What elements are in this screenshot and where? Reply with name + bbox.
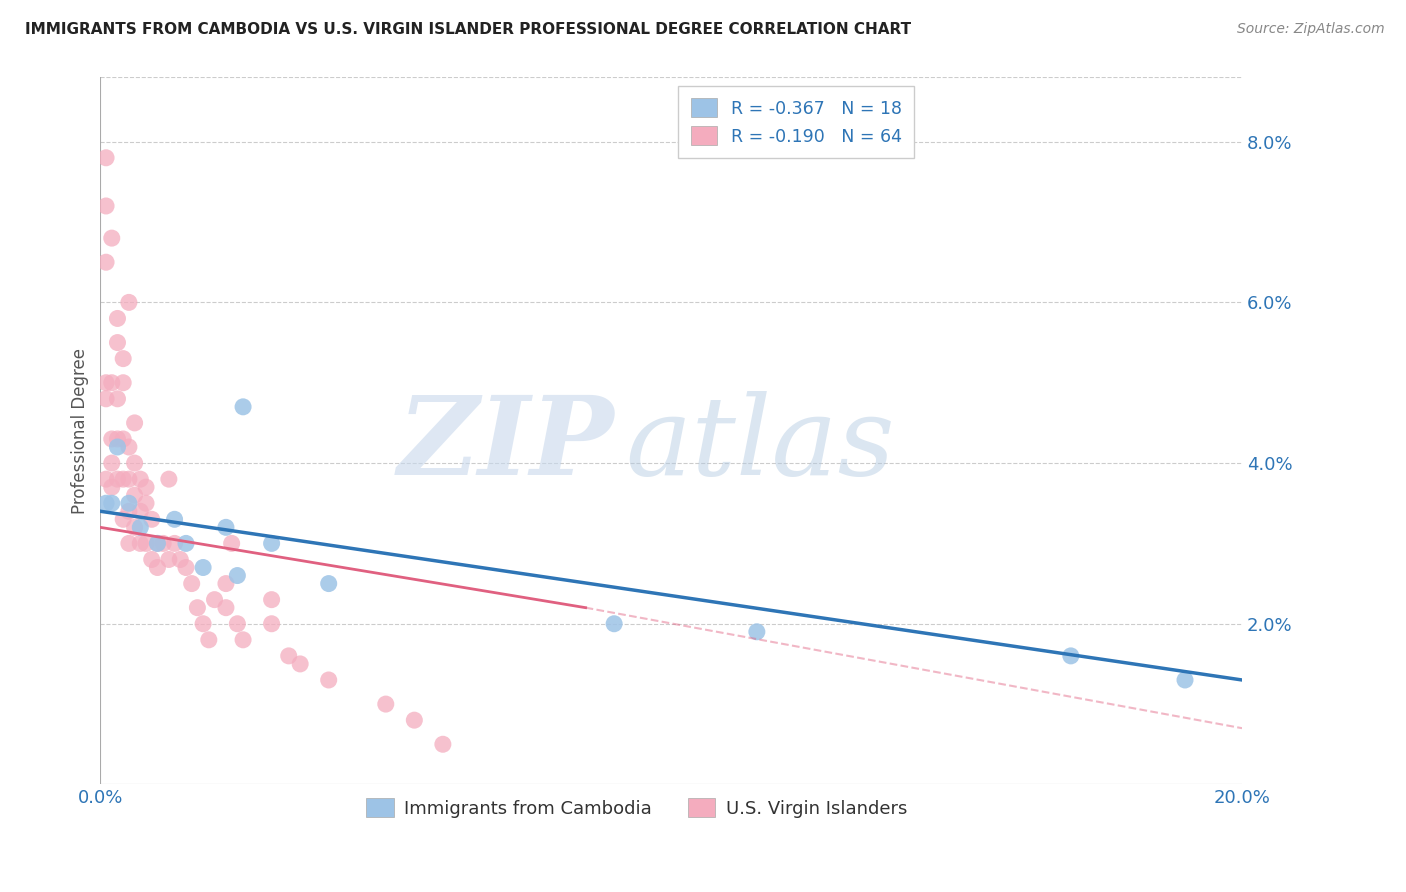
Point [186,600,208,615]
Point [232,400,254,414]
Point [318,673,340,687]
Point [94,376,117,390]
Point [107,311,129,326]
Point [163,512,186,526]
Point [318,576,340,591]
Point [152,536,174,550]
Point [157,472,180,486]
Point [129,504,152,518]
Point [100,376,122,390]
Point [260,616,283,631]
Point [174,536,197,550]
Point [232,632,254,647]
Point [198,632,221,647]
Point [94,199,117,213]
Point [100,480,122,494]
Point [146,536,169,550]
Point [100,496,122,510]
Point [141,512,163,526]
Point [124,416,146,430]
Point [215,520,238,534]
Point [107,472,129,486]
Point [100,456,122,470]
Point [94,255,117,269]
Point [112,432,135,446]
Point [124,488,146,502]
Point [124,520,146,534]
Point [288,657,311,671]
Point [163,536,186,550]
Point [118,536,141,550]
Point [169,552,191,566]
Point [112,472,135,486]
Point [215,576,238,591]
Point [94,392,117,406]
Point [191,560,214,574]
Point [1174,673,1197,687]
Point [118,504,141,518]
Point [141,552,163,566]
Point [1060,648,1083,663]
Point [174,560,197,574]
Point [277,648,299,663]
Text: IMMIGRANTS FROM CAMBODIA VS U.S. VIRGIN ISLANDER PROFESSIONAL DEGREE CORRELATION: IMMIGRANTS FROM CAMBODIA VS U.S. VIRGIN … [25,22,911,37]
Point [107,335,129,350]
Text: ZIP: ZIP [398,392,614,499]
Point [112,351,135,366]
Point [107,392,129,406]
Point [135,536,157,550]
Point [118,496,141,510]
Point [124,456,146,470]
Point [100,432,122,446]
Point [226,616,249,631]
Point [135,496,157,510]
Point [118,440,141,454]
Point [94,151,117,165]
Text: atlas: atlas [626,392,896,499]
Point [745,624,768,639]
Point [260,592,283,607]
Point [118,472,141,486]
Point [374,697,396,711]
Point [404,713,426,727]
Point [603,616,626,631]
Point [215,600,238,615]
Point [94,472,117,486]
Point [221,536,243,550]
Legend: Immigrants from Cambodia, U.S. Virgin Islanders: Immigrants from Cambodia, U.S. Virgin Is… [359,790,915,825]
Point [112,376,135,390]
Point [432,737,454,751]
Point [157,552,180,566]
Point [135,480,157,494]
Point [107,440,129,454]
Point [129,520,152,534]
Point [94,496,117,510]
Y-axis label: Professional Degree: Professional Degree [72,348,89,514]
Point [112,512,135,526]
Point [191,616,214,631]
Point [226,568,249,582]
Point [146,560,169,574]
Point [260,536,283,550]
Point [146,536,169,550]
Point [204,592,226,607]
Point [118,295,141,310]
Point [180,576,202,591]
Point [100,231,122,245]
Point [129,536,152,550]
Point [107,432,129,446]
Text: Source: ZipAtlas.com: Source: ZipAtlas.com [1237,22,1385,37]
Point [129,472,152,486]
